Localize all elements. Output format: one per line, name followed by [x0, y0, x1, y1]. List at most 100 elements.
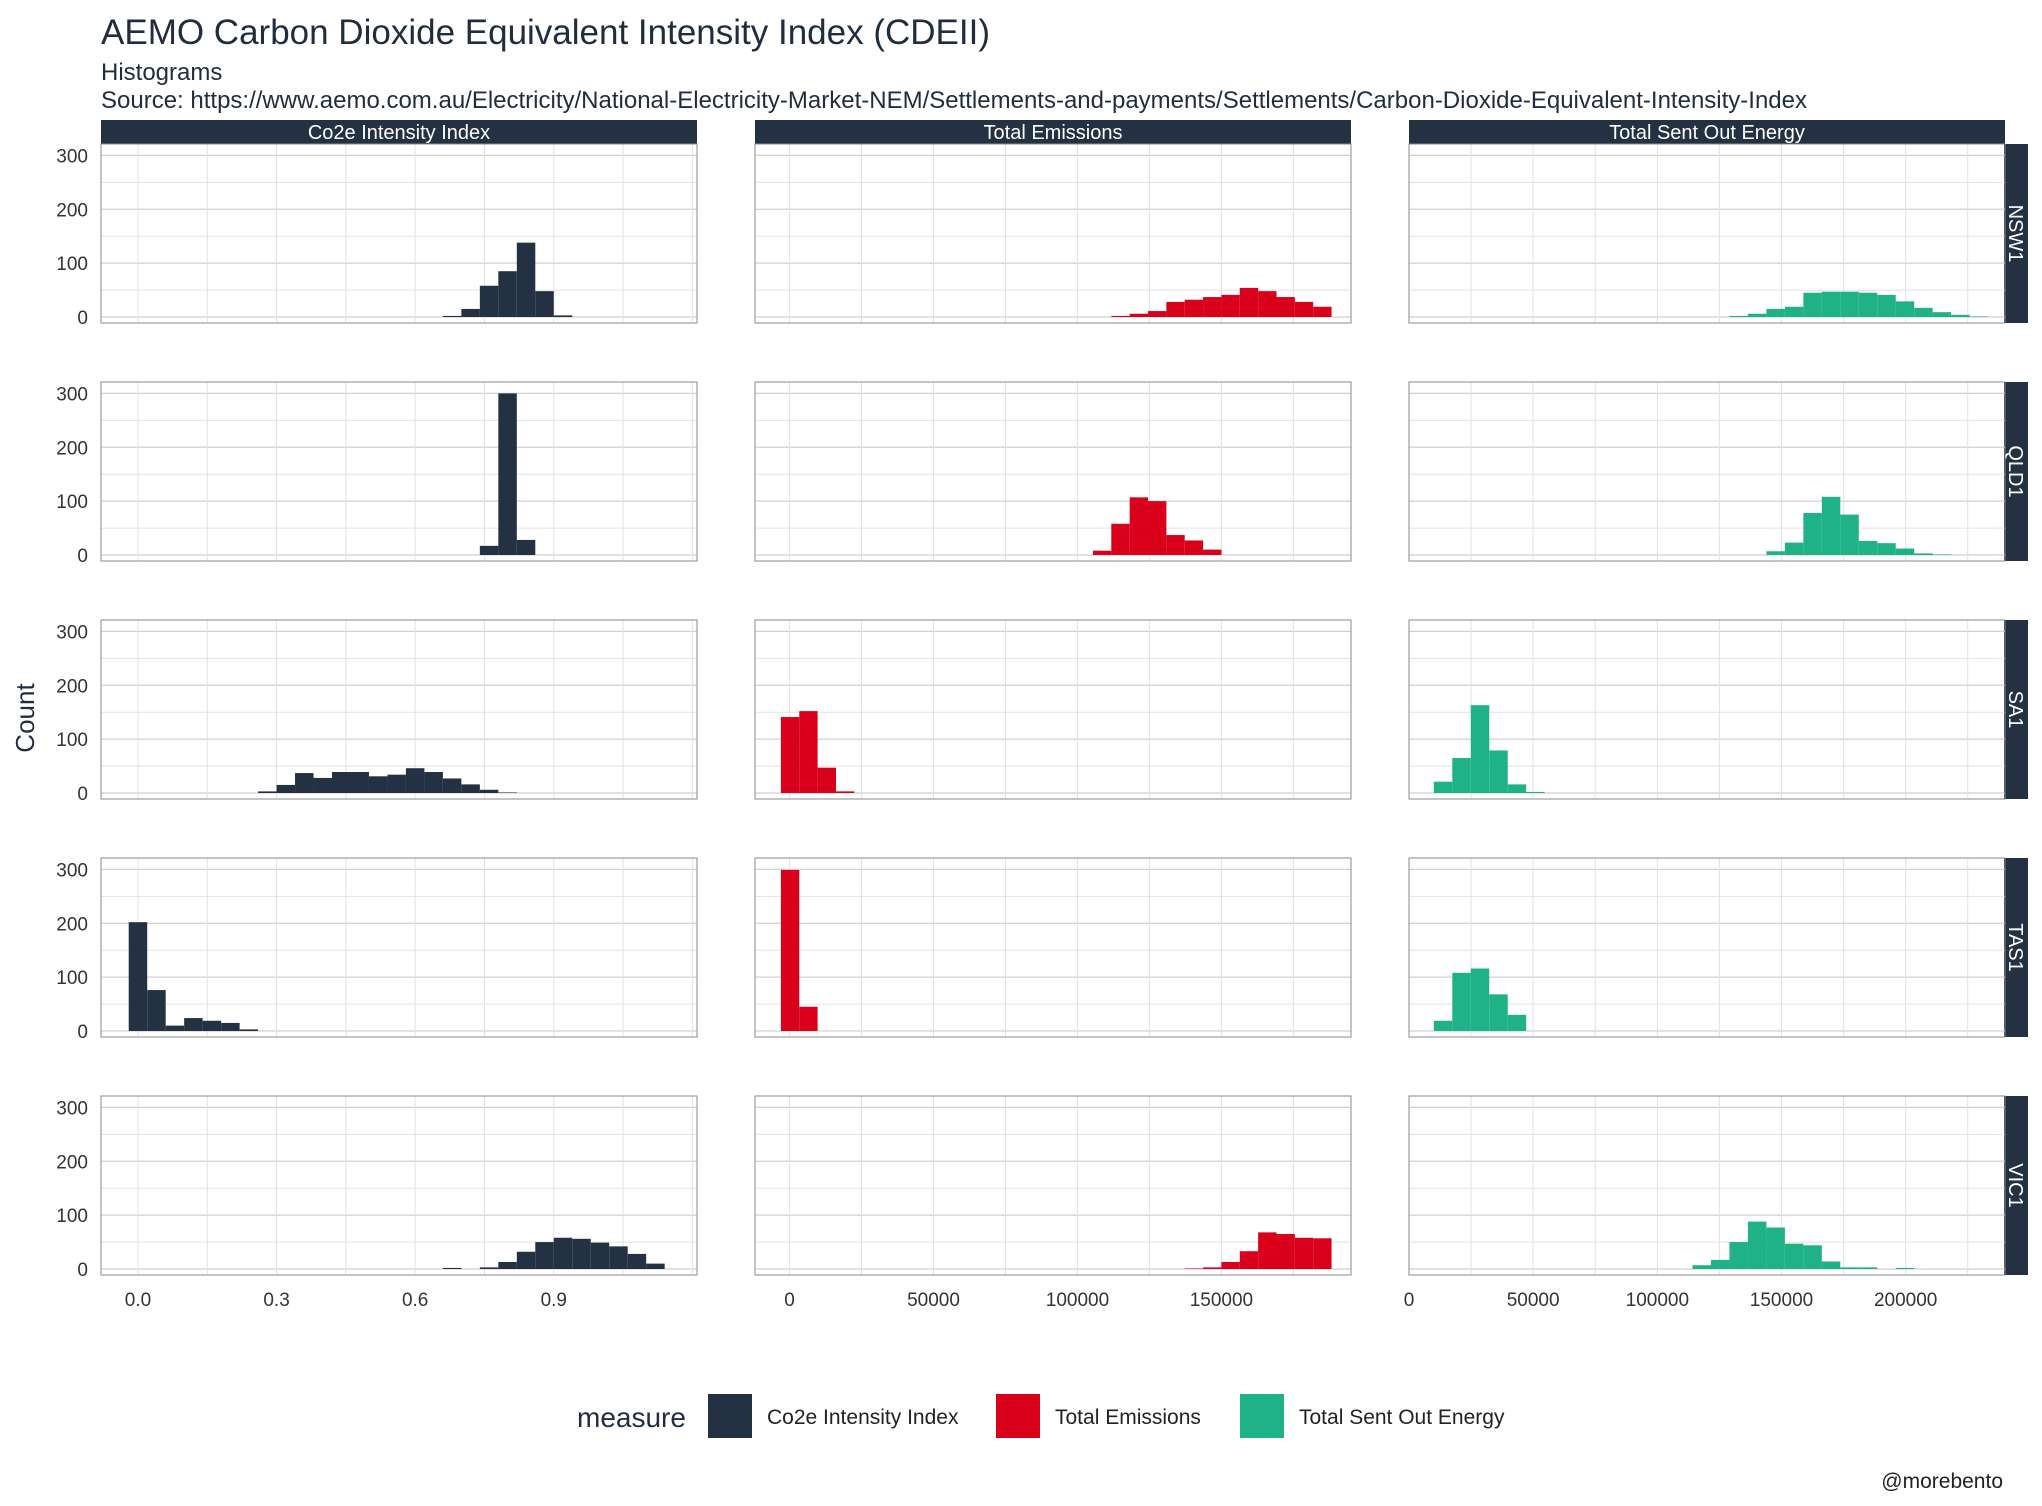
- histogram-bar: [1166, 535, 1185, 555]
- histogram-bar: [1747, 313, 1767, 317]
- histogram-bar: [442, 778, 462, 793]
- histogram-bar: [442, 315, 462, 317]
- histogram-bar: [221, 1022, 240, 1031]
- x-tick-label: 50000: [907, 1290, 960, 1311]
- panel-NSW1-2: [1408, 143, 2006, 324]
- y-tick-label: 100: [56, 1206, 88, 1227]
- histogram-bar: [1821, 496, 1841, 555]
- histogram-bar: [1258, 291, 1277, 317]
- histogram-bar: [516, 539, 536, 555]
- histogram-bar: [479, 789, 499, 793]
- histogram-bar: [442, 1267, 462, 1269]
- row-strip-SA1: SA1: [2004, 620, 2028, 799]
- histogram-bar: [1452, 757, 1471, 793]
- histogram-bar: [1914, 553, 1933, 555]
- row-strip-QLD1: QLD1: [2004, 382, 2028, 561]
- panel-border: [1408, 1095, 2006, 1276]
- panel-QLD1-0: [100, 381, 698, 562]
- chart-source: Source: https://www.aemo.com.au/Electric…: [101, 87, 1807, 114]
- row-strip-label: SA1: [2004, 691, 2026, 729]
- legend-key-co2e: [708, 1394, 752, 1438]
- column-strip-0: Co2e Intensity Index: [101, 120, 697, 144]
- row-strip-TAS1: TAS1: [2004, 858, 2028, 1037]
- panel-border: [100, 857, 698, 1038]
- row-strip-label: TAS1: [2004, 923, 2026, 972]
- histogram-bar: [1239, 1251, 1259, 1269]
- row-strip-background: [2004, 858, 2028, 1037]
- histogram-bar: [1433, 781, 1453, 793]
- histogram-bar: [1858, 1267, 1878, 1269]
- legend-key-total-sent-out-energy: [1240, 1394, 1284, 1438]
- histogram-bar: [424, 771, 443, 793]
- histogram-bar: [609, 1246, 628, 1269]
- histogram-bar: [1294, 1237, 1314, 1269]
- histogram-bar: [553, 315, 573, 317]
- histogram-bar: [479, 285, 499, 317]
- x-tick-label: 0: [1404, 1290, 1415, 1311]
- panel-QLD1-2: [1408, 381, 2006, 562]
- histogram-bar: [1840, 514, 1859, 555]
- histogram-bar: [1747, 1221, 1767, 1269]
- y-tick-label: 200: [56, 200, 88, 221]
- histogram-bar: [332, 771, 351, 793]
- histogram-bar: [1840, 291, 1859, 317]
- panel-border: [754, 143, 1352, 324]
- histogram-bar: [1969, 316, 1989, 317]
- panel-border: [1408, 143, 2006, 324]
- x-tick-label: 0: [784, 1290, 795, 1311]
- histogram-bar: [165, 1025, 185, 1031]
- histogram-bar: [1203, 297, 1222, 317]
- caption: @morebento: [1881, 1470, 2003, 1493]
- row-strip-background: [2004, 620, 2028, 799]
- histogram-bar: [799, 1006, 818, 1031]
- histogram-bar: [258, 791, 277, 793]
- row-strip-VIC1: VIC1: [2004, 1096, 2028, 1275]
- y-tick-label: 100: [56, 968, 88, 989]
- y-tick-label: 0: [77, 1260, 88, 1281]
- column-strip-background: [755, 120, 1351, 144]
- histogram-bar: [1840, 1267, 1859, 1269]
- histogram-bar: [1313, 1238, 1332, 1269]
- x-tick-label: 100000: [1626, 1290, 1689, 1311]
- panel-NSW1-0: [100, 143, 698, 324]
- panel-border: [754, 1095, 1352, 1276]
- panel-NSW1-1: [754, 143, 1352, 324]
- histogram-bar: [1877, 543, 1896, 555]
- histogram-bar: [1166, 301, 1185, 317]
- histogram-bar: [1489, 994, 1508, 1031]
- y-tick-label: 200: [56, 1152, 88, 1173]
- histogram-bar: [1895, 301, 1915, 317]
- column-strip-label: Co2e Intensity Index: [308, 122, 490, 144]
- panel-grid: Co2e Intensity Index Total Emissions Total…: [56, 120, 2028, 1311]
- histogram-bar: [516, 1251, 536, 1269]
- panel-SA1-2: [1408, 619, 2006, 800]
- histogram-bar: [1784, 542, 1804, 555]
- histogram-bar: [1221, 294, 1240, 317]
- x-tick-label: 150000: [1750, 1290, 1813, 1311]
- histogram-bar: [1433, 1020, 1453, 1031]
- histogram-bar: [1766, 1227, 1785, 1269]
- histogram-bar: [498, 1261, 517, 1269]
- histogram-bar: [461, 784, 480, 793]
- histogram-bar: [184, 1018, 203, 1031]
- y-tick-label: 200: [56, 438, 88, 459]
- histogram-bar: [1221, 1261, 1240, 1269]
- histogram-bar: [405, 768, 425, 793]
- histogram-bar: [1526, 791, 1545, 793]
- row-strip-label: VIC1: [2004, 1163, 2026, 1207]
- legend-key-total-emissions: [996, 1394, 1040, 1438]
- histogram-bar: [498, 393, 517, 555]
- histogram-bar: [1129, 313, 1149, 317]
- histogram-bar: [1729, 1242, 1748, 1269]
- y-tick-label: 100: [56, 254, 88, 275]
- histogram-bar: [1803, 1245, 1822, 1269]
- row-strip-NSW1: NSW1: [2004, 144, 2028, 323]
- histogram-bar: [1489, 750, 1508, 793]
- histogram-bar: [1803, 512, 1822, 555]
- histogram-bar: [1111, 315, 1130, 317]
- row-strip-background: [2004, 144, 2028, 323]
- histogram-bar: [276, 784, 296, 793]
- histogram-bar: [498, 271, 517, 317]
- row-strip-background: [2004, 382, 2028, 561]
- histogram-bar: [1932, 554, 1952, 555]
